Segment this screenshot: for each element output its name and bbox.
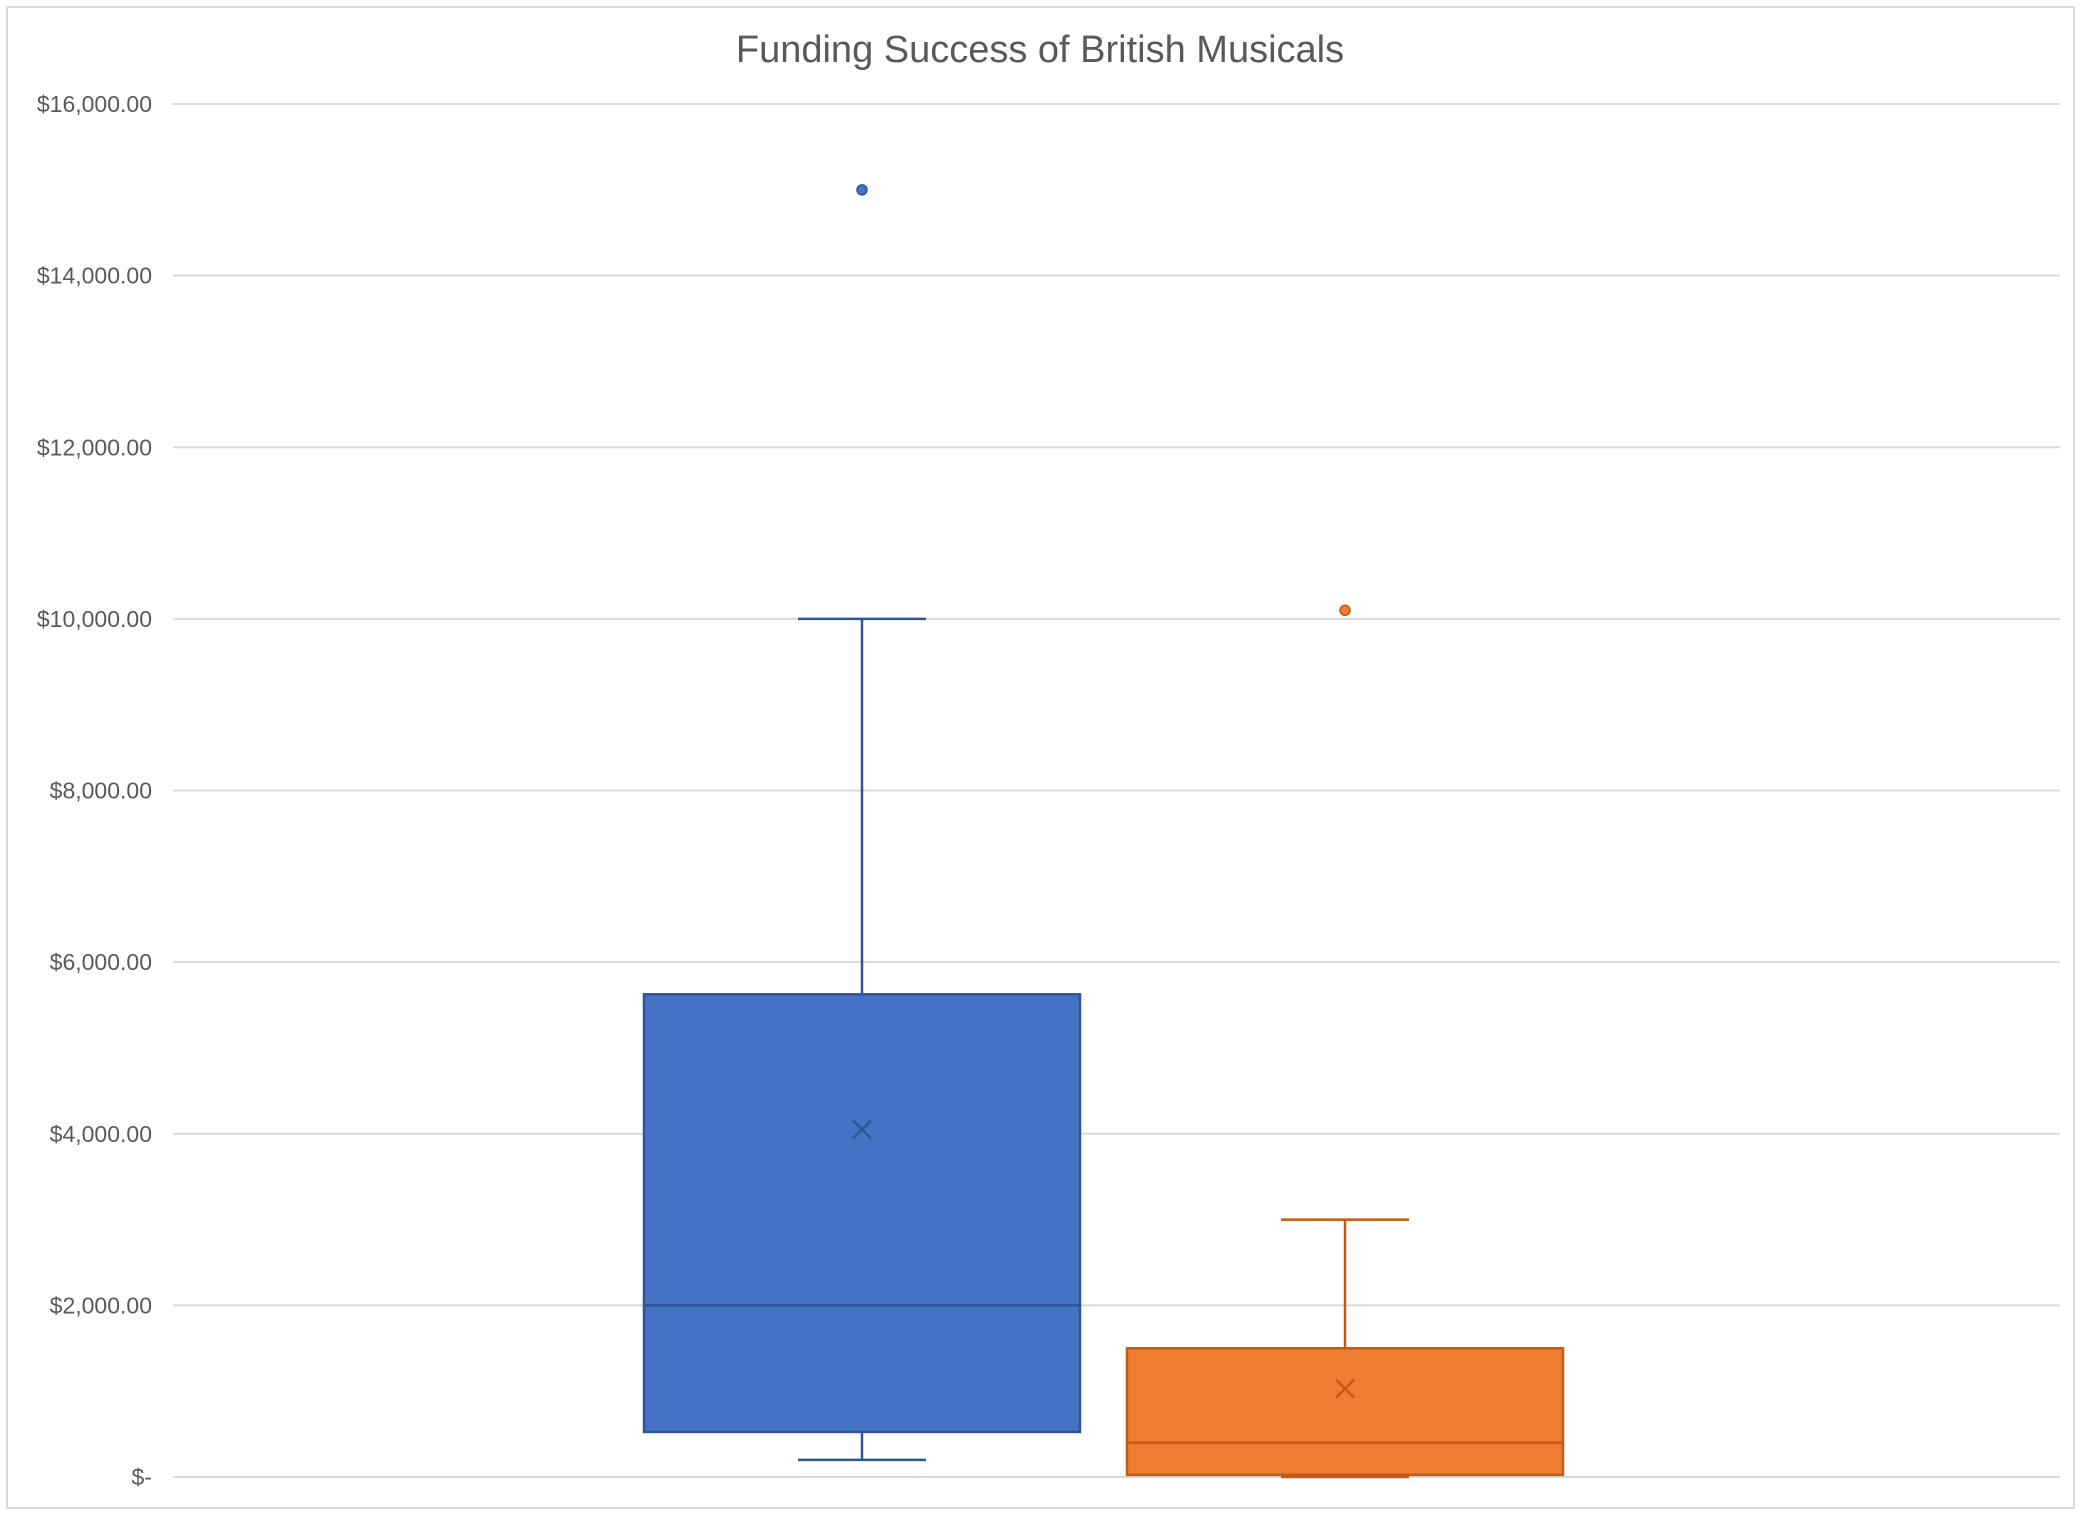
y-tick-label-3: $6,000.00 (50, 949, 152, 975)
mean-marker-b (852, 1119, 872, 1140)
box-series-2 (1125, 604, 1565, 1479)
box-iqr (642, 993, 1082, 1434)
y-tick-label-0: $- (132, 1464, 152, 1490)
gridlines (173, 103, 2060, 1478)
y-tick-label-5: $10,000.00 (37, 606, 152, 632)
mean-marker-b (1335, 1378, 1355, 1399)
y-tick-label-6: $12,000.00 (37, 434, 152, 460)
y-tick-label-1: $2,000.00 (50, 1292, 152, 1318)
y-tick-label-7: $14,000.00 (37, 263, 152, 289)
outlier-point-1 (856, 184, 868, 196)
box-iqr (1125, 1347, 1565, 1477)
outlier-point-1 (1339, 604, 1351, 617)
y-tick-label-8: $16,000.00 (37, 91, 152, 117)
boxes (642, 184, 1565, 1479)
y-axis-tick-labels: $- $2,000.00 $4,000.00 $6,000.00 $8,000.00 $1… (37, 91, 152, 1490)
chart-title: Funding Success of British Musicals (736, 29, 1344, 71)
y-tick-label-4: $8,000.00 (50, 778, 152, 804)
y-tick-label-2: $4,000.00 (50, 1121, 152, 1147)
box-series-1 (642, 184, 1082, 1462)
